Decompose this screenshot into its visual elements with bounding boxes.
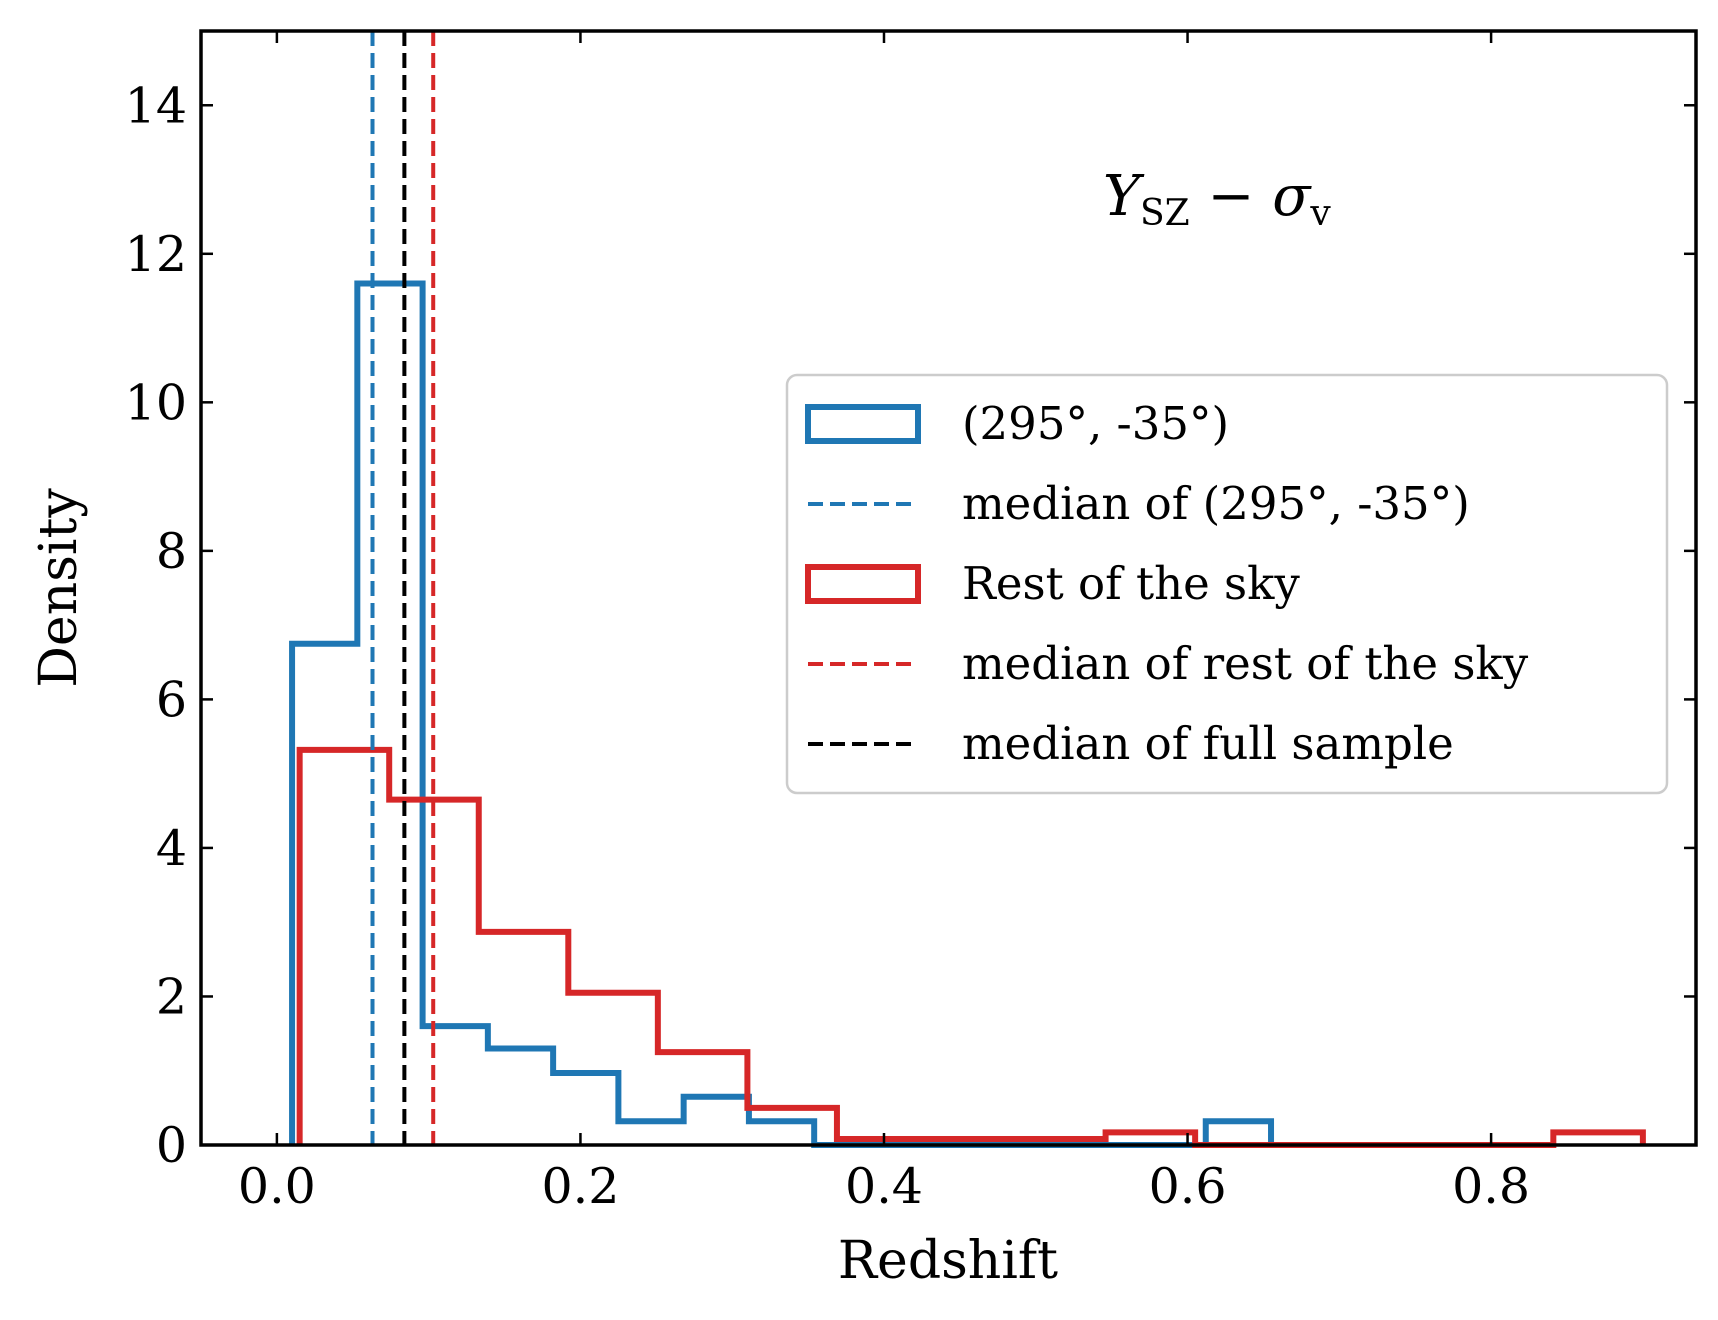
x-axis-label: Redshift — [838, 1231, 1058, 1291]
annotation-dash: − — [1190, 164, 1273, 229]
legend-label-median-of-rest-of-the-sky: median of rest of the sky — [962, 637, 1529, 690]
legend: (295°, -35°) median of (295°, -35°) Rest o… — [785, 373, 1669, 795]
annotation-sigma-sub: v — [1309, 193, 1331, 234]
legend-handle-rest-of-the-sky — [805, 564, 921, 604]
x-tick-label-1: 0.2 — [541, 1158, 619, 1215]
annotation-label: YSZ − σv — [1103, 164, 1331, 234]
legend-label-median-of-295-35: median of (295°, -35°) — [962, 477, 1470, 530]
y-tick-label-2: 4 — [156, 820, 187, 877]
legend-handle-295-35 — [805, 404, 921, 444]
y-tick-label-6: 12 — [125, 226, 187, 283]
y-tick-label-0: 0 — [156, 1117, 187, 1174]
legend-label-295-35: (295°, -35°) — [962, 397, 1229, 450]
annotation-main: Y — [1103, 164, 1145, 229]
y-tick-label-1: 2 — [156, 968, 187, 1025]
x-tick-label-2: 0.4 — [845, 1158, 923, 1215]
annotation-sigma: σ — [1272, 164, 1312, 229]
legend-label-rest-of-the-sky: Rest of the sky — [962, 557, 1300, 610]
plot-frame — [199, 29, 1698, 1147]
axis-ticks: 0.0 0.2 0.4 0.6 0.8 0 2 4 6 8 10 12 14 — [125, 31, 1696, 1215]
y-tick-label-3: 6 — [156, 671, 187, 728]
legend-label-median-of-full-sample: median of full sample — [962, 717, 1454, 770]
y-axis-label: Density — [29, 488, 89, 688]
legend-box — [785, 373, 1669, 795]
x-tick-label-4: 0.8 — [1452, 1158, 1530, 1215]
x-tick-label-0: 0.0 — [238, 1158, 316, 1215]
y-tick-label-4: 8 — [156, 523, 187, 580]
x-tick-label-3: 0.6 — [1149, 1158, 1227, 1215]
annotation-sub: SZ — [1140, 193, 1190, 234]
y-tick-label-7: 14 — [125, 77, 187, 134]
y-tick-label-5: 10 — [125, 374, 187, 431]
